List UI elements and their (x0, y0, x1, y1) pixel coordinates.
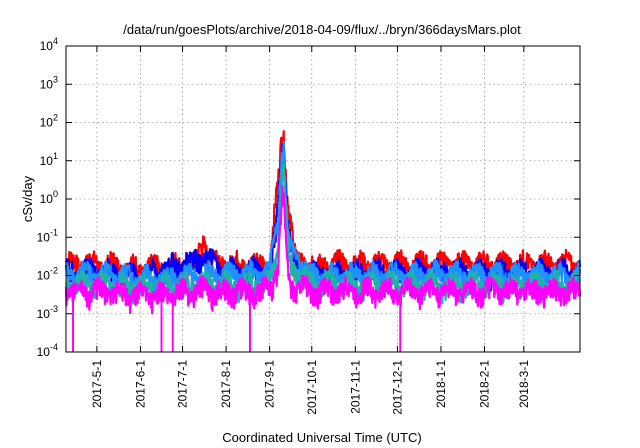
x-tick-label: 2017-9-1 (263, 360, 277, 408)
x-tick-label: 2017-12-1 (390, 360, 404, 415)
y-tick-label: 10-2 (37, 266, 58, 283)
x-tick-label: 2018-3-1 (517, 360, 531, 408)
y-axis-title: cSv/day (20, 175, 35, 222)
y-tick-label: 104 (40, 36, 58, 53)
series-line (64, 130, 582, 286)
x-tick-label: 2017-6-1 (133, 360, 147, 408)
x-tick-label: 2017-11-1 (348, 360, 362, 414)
y-tick-label: 102 (40, 113, 58, 130)
y-tick-label: 10-4 (37, 342, 58, 359)
y-tick-label: 100 (40, 189, 58, 206)
x-tick-label: 2018-1-1 (434, 360, 448, 408)
x-tick-label: 2017-7-1 (176, 360, 190, 408)
chart-title: /data/run/goesPlots/archive/2018-04-09/f… (123, 22, 521, 37)
x-axis-title: Coordinated Universal Time (UTC) (222, 430, 421, 445)
y-tick-label: 101 (40, 151, 58, 168)
grid-layer (66, 46, 580, 352)
y-tick-label: 10-1 (37, 227, 58, 244)
series-layer (64, 130, 582, 352)
y-tick-label: 103 (40, 74, 58, 91)
x-tick-label: 2017-10-1 (305, 360, 319, 415)
x-tick-label: 2018-2-1 (478, 360, 492, 408)
x-tick-label: 2017-5-1 (90, 360, 104, 408)
tick-layer: 10-4 10-3 10-2 10-1 100 101 102 103 104 2017-5-1 2… (37, 36, 580, 415)
series-line (64, 185, 582, 315)
y-tick-label: 10-3 (37, 304, 58, 321)
x-tick-label: 2017-8-1 (219, 360, 233, 408)
